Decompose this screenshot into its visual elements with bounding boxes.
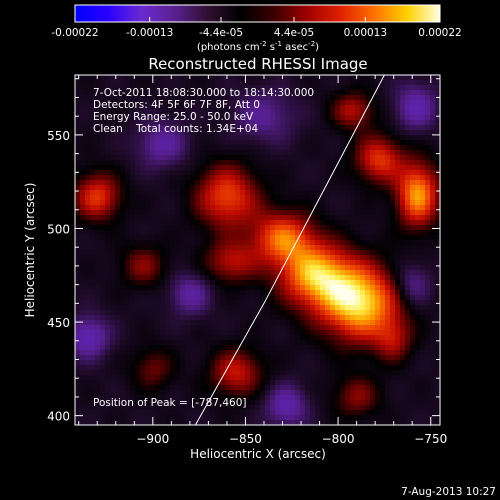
colorbar-tick-label: -0.00022 — [51, 27, 98, 39]
x-axis-label: Heliocentric X (arcsec) — [190, 447, 326, 461]
clean-counts-info: Clean Total counts: 1.34E+04 — [93, 123, 259, 135]
solar-limb-line — [194, 75, 385, 425]
x-tick-label: −850 — [229, 432, 262, 446]
colorbar-units: (photons cm-2 s-1 asec-2) — [197, 40, 319, 53]
x-tick-label: −750 — [414, 432, 447, 446]
colorbar-tick-label: 0.00013 — [344, 27, 387, 39]
axes-ticks: −900 −850 −800 −750 400 450 500 550 — [47, 75, 447, 446]
colorbar-tick-label: 4.4e-05 — [274, 27, 314, 39]
x-tick-label: −800 — [322, 432, 355, 446]
colorbar-ticks: -0.00022 -0.00013 -4.4e-05 4.4e-05 0.00013 0.… — [51, 17, 462, 39]
y-axis-label: Heliocentric Y (arcsec) — [23, 183, 37, 318]
plot-frame — [74, 74, 441, 426]
x-tick-label: −900 — [136, 432, 169, 446]
colorbar — [74, 4, 441, 23]
peak-position-label: Position of Peak = [-787,460] — [93, 397, 247, 409]
y-tick-label: 550 — [47, 129, 70, 143]
heatmap-image — [75, 75, 440, 425]
y-tick-label: 450 — [47, 316, 70, 330]
y-tick-label: 400 — [47, 410, 70, 424]
colorbar-tick-label: -0.00013 — [126, 27, 173, 39]
detectors-info: Detectors: 4F 5F 6F 7F 8F, Att 0 — [93, 99, 260, 111]
observation-time: 7-Oct-2011 18:08:30.000 to 18:14:30.000 — [93, 87, 315, 99]
y-tick-label: 500 — [47, 222, 70, 236]
chart-title: Reconstructed RHESSI Image — [148, 55, 367, 73]
colorbar-tick-label: 0.00022 — [418, 27, 461, 39]
colorbar-tick-label: -4.4e-05 — [199, 27, 243, 39]
footer-date: 7-Aug-2013 10:27 — [401, 486, 496, 498]
energy-range-info: Energy Range: 25.0 - 50.0 keV — [93, 111, 254, 123]
